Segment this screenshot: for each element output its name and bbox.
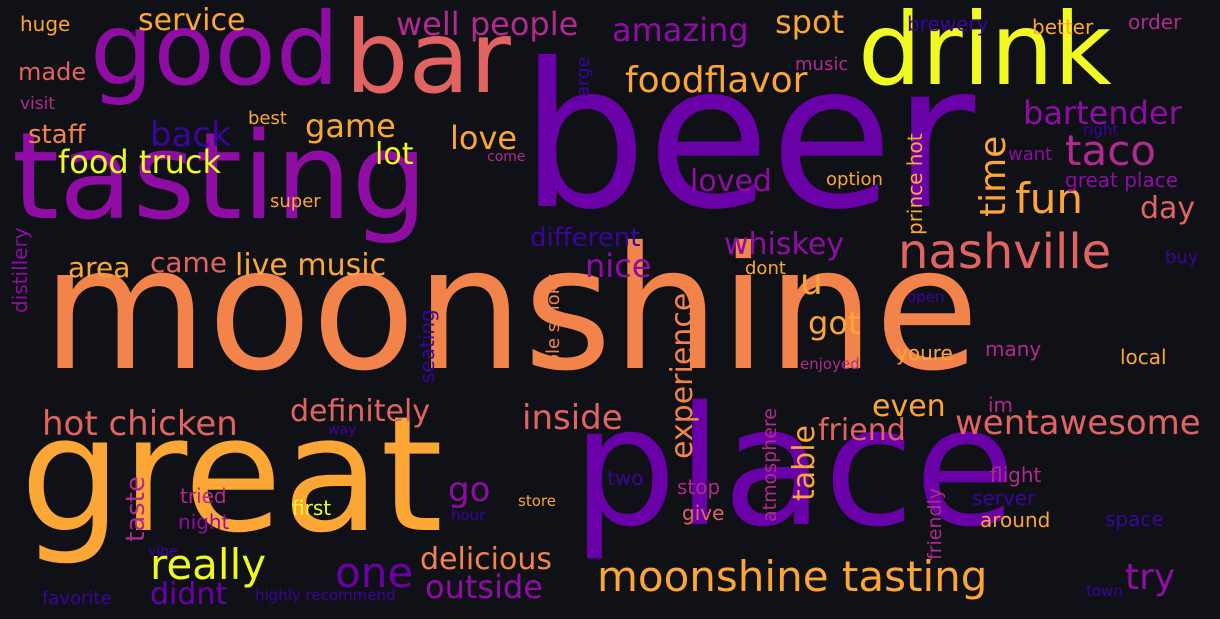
word-store: store bbox=[518, 492, 556, 510]
word-friend: friend bbox=[818, 413, 906, 448]
word-order: order bbox=[1128, 10, 1182, 34]
word-whiskey: whiskey bbox=[724, 227, 845, 262]
word-one: one bbox=[335, 548, 414, 597]
word-open: open bbox=[907, 288, 945, 306]
word-u: u bbox=[800, 262, 823, 303]
word-im: im bbox=[988, 393, 1014, 417]
word-seating: seating bbox=[415, 309, 439, 383]
word-bartender: bartender bbox=[1023, 94, 1182, 132]
word-got: got bbox=[808, 304, 861, 342]
word-bar: bar bbox=[345, 0, 511, 116]
word-live-music: live music bbox=[235, 248, 387, 283]
word-highly-recommend: highly recommend bbox=[255, 586, 396, 604]
word-distillery: distillery bbox=[8, 227, 32, 313]
word-youre: youre bbox=[896, 341, 953, 365]
word-definitely: definitely bbox=[290, 394, 431, 429]
word-prince-hot: prince hot bbox=[903, 133, 927, 235]
word-food-truck: food truck bbox=[58, 143, 222, 181]
word-staff: staff bbox=[28, 120, 86, 150]
word-want: want bbox=[1008, 144, 1053, 165]
word-buy: buy bbox=[1165, 247, 1199, 268]
word-love: love bbox=[450, 119, 518, 157]
word-day: day bbox=[1140, 191, 1196, 226]
word-drink: drink bbox=[858, 0, 1112, 108]
word-delicious: delicious bbox=[420, 542, 552, 577]
word-two: two bbox=[607, 466, 644, 490]
word-moonshine: moonshine bbox=[42, 211, 980, 409]
word-area: area bbox=[68, 251, 131, 284]
word-option: option bbox=[826, 169, 883, 190]
word-ole-smoky: ole smoky bbox=[543, 273, 564, 365]
word-outside: outside bbox=[425, 568, 543, 606]
word-tried: tried bbox=[180, 484, 227, 508]
word-time: time bbox=[973, 135, 1014, 217]
word-wentawesome: wentawesome bbox=[955, 403, 1201, 443]
word-town: town bbox=[1086, 582, 1123, 600]
word-amazing: amazing bbox=[612, 11, 749, 49]
word-back: back bbox=[150, 115, 231, 155]
word-vibe: vibe bbox=[148, 544, 178, 560]
word-tasting: tasting bbox=[12, 108, 428, 247]
word-around: around bbox=[980, 508, 1051, 532]
word-better: better bbox=[1032, 15, 1094, 39]
word-game: game bbox=[305, 107, 396, 145]
word-place: place bbox=[572, 371, 1016, 563]
word-best: best bbox=[248, 108, 287, 129]
word-friendly: friendly bbox=[924, 487, 946, 560]
word-brewery: brewery bbox=[907, 12, 989, 36]
word-atmosphere: atmosphere bbox=[759, 408, 781, 522]
word-really: really bbox=[150, 540, 267, 589]
word-taste: taste bbox=[121, 476, 151, 542]
word-night: night bbox=[178, 510, 230, 534]
word-space: space bbox=[1105, 507, 1164, 531]
word-go: go bbox=[448, 470, 491, 510]
word-beer: beer bbox=[520, 21, 976, 254]
word-music: music bbox=[795, 54, 849, 75]
word-hour: hour bbox=[451, 506, 486, 524]
word-spot: spot bbox=[775, 3, 845, 41]
word-come: come bbox=[487, 149, 526, 165]
word-taco: taco bbox=[1065, 126, 1156, 175]
word-foodflavor: foodflavor bbox=[625, 60, 808, 101]
word-enjoyed: enjoyed bbox=[800, 355, 860, 373]
word-stop: stop bbox=[677, 475, 721, 499]
word-right: right bbox=[1083, 121, 1119, 139]
word-nashville: nashville bbox=[898, 224, 1112, 280]
word-moonshine-tasting: moonshine tasting bbox=[597, 552, 988, 601]
word-loved: loved bbox=[690, 164, 772, 199]
word-fun: fun bbox=[1015, 174, 1084, 223]
word-huge: huge bbox=[20, 12, 71, 36]
word-many: many bbox=[985, 337, 1042, 361]
word-table: table bbox=[787, 425, 822, 501]
word-came: came bbox=[150, 246, 228, 279]
word-great: great bbox=[20, 381, 444, 568]
word-well-people: well people bbox=[396, 5, 579, 43]
word-great-place: great place bbox=[1065, 168, 1179, 192]
word-flight: flight bbox=[990, 463, 1042, 487]
word-super: super bbox=[270, 191, 321, 212]
word-dont: dont bbox=[745, 258, 786, 279]
word-service: service bbox=[138, 3, 246, 38]
word-different: different bbox=[530, 223, 641, 253]
word-way: way bbox=[328, 422, 357, 438]
word-try: try bbox=[1125, 557, 1176, 598]
word-nice: nice bbox=[585, 247, 652, 285]
word-experience: experience bbox=[665, 292, 700, 459]
word-made: made bbox=[18, 58, 87, 86]
word-visit: visit bbox=[20, 94, 56, 114]
word-local: local bbox=[1120, 345, 1167, 369]
word-first: first bbox=[292, 496, 332, 520]
word-large: large bbox=[573, 56, 594, 102]
word-lot: lot bbox=[375, 137, 414, 172]
word-inside: inside bbox=[522, 398, 623, 438]
word-even: even bbox=[872, 389, 946, 424]
word-server: server bbox=[972, 486, 1036, 510]
word-give: give bbox=[682, 501, 725, 525]
word-hot-chicken: hot chicken bbox=[42, 404, 238, 444]
word-favorite: favorite bbox=[42, 588, 112, 609]
word-good: good bbox=[90, 0, 340, 108]
word-didnt: didnt bbox=[150, 577, 228, 612]
